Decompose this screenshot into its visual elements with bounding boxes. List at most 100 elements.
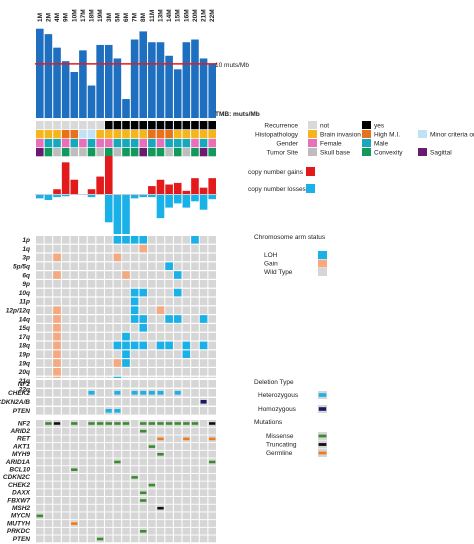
grid-cell — [208, 244, 216, 253]
grid-cell — [191, 288, 199, 297]
mutation-legend-title: Mutations — [254, 419, 283, 426]
grid-cell — [96, 435, 104, 443]
grid-alteration — [156, 341, 165, 350]
grid-cell — [165, 489, 173, 497]
grid-alteration — [114, 460, 121, 464]
grid-cell — [182, 407, 191, 415]
grid-cell — [44, 466, 53, 473]
grid-cell — [199, 306, 208, 314]
grid-cell — [182, 380, 191, 388]
grid-cell — [165, 324, 173, 332]
grid-cell — [156, 280, 165, 288]
grid-cell — [70, 458, 79, 466]
grid-cell — [53, 504, 61, 512]
grid-cell — [148, 407, 156, 415]
grid-alteration — [191, 422, 199, 425]
grid-alteration — [183, 422, 190, 425]
grid-cell — [44, 271, 53, 279]
sample-label: 17M — [80, 9, 87, 22]
grid-cell — [87, 407, 96, 415]
grid-cell — [104, 389, 113, 397]
grid-cell — [173, 473, 182, 481]
cn-loss-legend-swatch — [306, 184, 315, 193]
grid-cell — [79, 350, 87, 358]
clinical-cell — [122, 148, 130, 157]
grid-cell — [87, 280, 96, 288]
cn-loss-bar — [113, 195, 122, 235]
grid-cell — [79, 359, 87, 367]
grid-cell — [165, 398, 173, 406]
grid-alteration — [139, 324, 148, 332]
grid-cell — [165, 504, 173, 512]
deletion-legend-mark — [318, 407, 327, 411]
grid-cell — [148, 520, 156, 527]
grid-alteration — [88, 422, 95, 425]
grid-cell — [44, 450, 53, 458]
grid-cell — [139, 359, 148, 367]
grid-alteration — [139, 315, 148, 323]
grid-cell — [61, 368, 70, 376]
grid-row-label: 9p — [22, 281, 30, 288]
grid-cell — [208, 350, 216, 358]
clinical-cell — [182, 130, 191, 139]
grid-cell — [182, 535, 191, 543]
clinical-cell — [79, 130, 87, 139]
clinical-legend-label: High M.I. — [374, 132, 400, 139]
grid-cell — [87, 262, 96, 270]
grid-cell — [191, 350, 199, 358]
grid-cell — [79, 368, 87, 376]
grid-cell — [87, 435, 96, 443]
tmb-bar — [96, 44, 104, 118]
grid-cell — [70, 435, 79, 443]
sample-label: 3M — [106, 13, 113, 22]
grid-row-label: 12p/12q — [6, 308, 30, 315]
grid-cell — [165, 450, 173, 458]
grid-cell — [130, 332, 139, 341]
grid-alteration — [139, 341, 148, 350]
grid-cell — [87, 368, 96, 376]
clinical-cell — [104, 121, 113, 130]
grid-cell — [113, 473, 122, 481]
clinical-cell — [113, 130, 122, 139]
grid-cell — [87, 466, 96, 473]
grid-cell — [122, 324, 130, 332]
grid-cell — [199, 262, 208, 270]
grid-cell — [173, 407, 182, 415]
grid-cell — [104, 520, 113, 527]
grid-cell — [36, 520, 44, 527]
grid-alteration — [53, 350, 61, 358]
grid-cell — [182, 427, 191, 435]
grid-cell — [44, 435, 53, 443]
clinical-cell — [70, 148, 79, 157]
grid-cell — [61, 236, 70, 244]
grid-cell — [191, 332, 199, 341]
grid-cell — [208, 535, 216, 543]
grid-cell — [182, 458, 191, 466]
grid-cell — [44, 520, 53, 527]
cn-gain-bar — [165, 184, 173, 194]
grid-cell — [44, 527, 53, 535]
grid-cell — [44, 427, 53, 435]
grid-cell — [148, 253, 156, 262]
grid-cell — [53, 288, 61, 297]
grid-cell — [96, 458, 104, 466]
grid-row-label: 10q — [19, 290, 30, 297]
grid-alteration — [105, 422, 112, 425]
grid-cell — [173, 481, 182, 489]
grid-alteration — [105, 409, 112, 413]
grid-cell — [36, 236, 44, 244]
grid-cell — [44, 280, 53, 288]
grid-alteration — [36, 514, 43, 518]
sample-label: 4M — [54, 13, 61, 22]
sample-label: 11M — [149, 10, 156, 22]
grid-cell — [165, 407, 173, 415]
grid-cell — [113, 297, 122, 306]
grid-alteration — [130, 297, 139, 306]
grid-cell — [139, 481, 148, 489]
clinical-legend-swatch — [308, 139, 317, 147]
grid-cell — [104, 262, 113, 270]
grid-alteration — [182, 350, 191, 358]
clinical-cell — [130, 121, 139, 130]
cn-loss-bar — [191, 195, 199, 202]
